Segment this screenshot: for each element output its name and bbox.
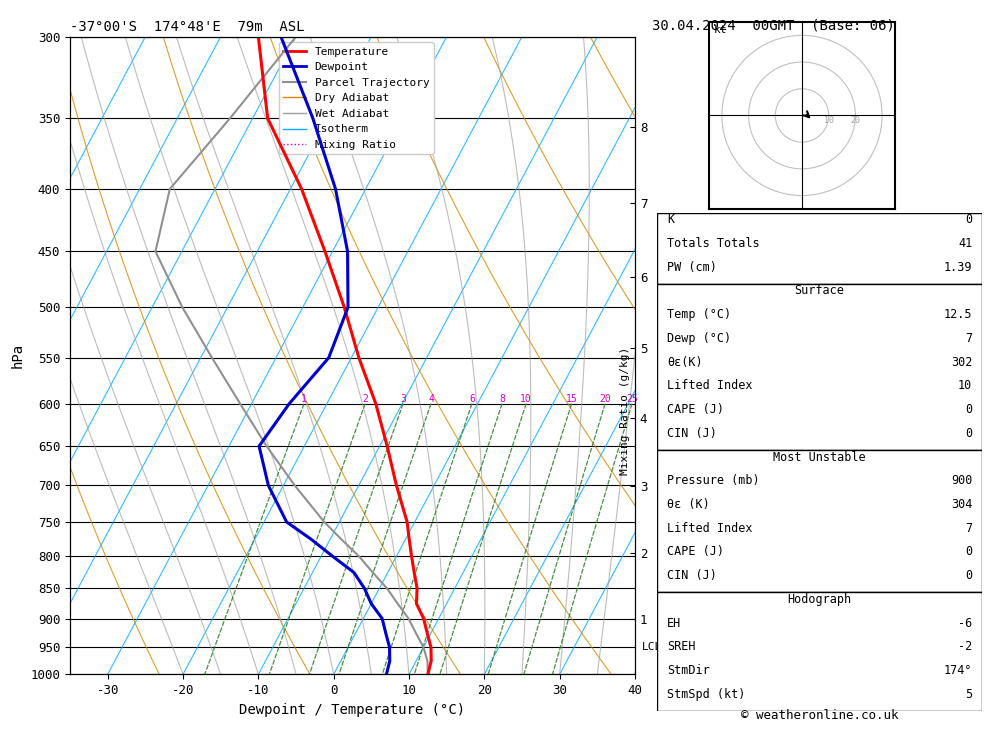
Text: 10: 10 [958, 380, 972, 392]
Legend: Temperature, Dewpoint, Parcel Trajectory, Dry Adiabat, Wet Adiabat, Isotherm, Mi: Temperature, Dewpoint, Parcel Trajectory… [279, 43, 434, 155]
Text: K: K [667, 213, 674, 226]
Text: 3: 3 [400, 394, 406, 404]
Text: EH: EH [667, 616, 681, 630]
Text: CIN (J): CIN (J) [667, 427, 717, 440]
Text: Most Unstable: Most Unstable [773, 451, 866, 463]
Text: 1: 1 [301, 394, 307, 404]
Text: Totals Totals: Totals Totals [667, 237, 759, 250]
Text: 0: 0 [965, 403, 972, 416]
Text: 10: 10 [520, 394, 532, 404]
X-axis label: Dewpoint / Temperature (°C): Dewpoint / Temperature (°C) [239, 703, 466, 717]
Text: 304: 304 [951, 498, 972, 511]
Text: © weatheronline.co.uk: © weatheronline.co.uk [741, 709, 898, 722]
Text: 12.5: 12.5 [944, 308, 972, 321]
Bar [657, 213, 982, 284]
Text: CAPE (J): CAPE (J) [667, 545, 724, 559]
Text: 1.39: 1.39 [944, 261, 972, 273]
Text: 6: 6 [469, 394, 475, 404]
Text: StmSpd (kt): StmSpd (kt) [667, 688, 745, 701]
Text: 0: 0 [965, 545, 972, 559]
Text: 8: 8 [499, 394, 505, 404]
Text: 0: 0 [965, 570, 972, 582]
Text: 900: 900 [951, 474, 972, 487]
Text: 25: 25 [626, 394, 638, 404]
Text: Dewp (°C): Dewp (°C) [667, 332, 731, 345]
Text: -6: -6 [958, 616, 972, 630]
Text: 20: 20 [850, 117, 860, 125]
Text: 10: 10 [824, 117, 834, 125]
Text: SREH: SREH [667, 641, 695, 653]
Text: PW (cm): PW (cm) [667, 261, 717, 273]
Text: Hodograph: Hodograph [787, 593, 852, 606]
Text: 0: 0 [965, 213, 972, 226]
Text: Mixing Ratio (g/kg): Mixing Ratio (g/kg) [620, 347, 630, 474]
Text: 2: 2 [362, 394, 368, 404]
Text: Surface: Surface [795, 284, 844, 298]
Text: 20: 20 [599, 394, 611, 404]
Text: Lifted Index: Lifted Index [667, 522, 752, 535]
Y-axis label: hPa: hPa [11, 343, 25, 368]
Text: 4: 4 [428, 394, 434, 404]
Text: 41: 41 [958, 237, 972, 250]
Text: Pressure (mb): Pressure (mb) [667, 474, 759, 487]
Text: -2: -2 [958, 641, 972, 653]
Text: θε(K): θε(K) [667, 356, 702, 369]
Text: 174°: 174° [944, 664, 972, 677]
Text: Lifted Index: Lifted Index [667, 380, 752, 392]
Text: 7: 7 [965, 522, 972, 535]
Text: StmDir: StmDir [667, 664, 710, 677]
Text: 30.04.2024  00GMT  (Base: 06): 30.04.2024 00GMT (Base: 06) [652, 18, 895, 32]
Text: LCL: LCL [642, 642, 662, 652]
Text: CIN (J): CIN (J) [667, 570, 717, 582]
Text: 7: 7 [965, 332, 972, 345]
Text: kt: kt [714, 25, 727, 34]
Text: 0: 0 [965, 427, 972, 440]
Text: 15: 15 [566, 394, 577, 404]
Text: CAPE (J): CAPE (J) [667, 403, 724, 416]
Bar [657, 284, 982, 450]
Text: Temp (°C): Temp (°C) [667, 308, 731, 321]
Text: -37°00'S  174°48'E  79m  ASL: -37°00'S 174°48'E 79m ASL [70, 20, 304, 34]
Bar [657, 450, 982, 592]
Text: 5: 5 [965, 688, 972, 701]
Bar [657, 592, 982, 711]
Y-axis label: km
ASL: km ASL [664, 356, 686, 383]
Text: θε (K): θε (K) [667, 498, 710, 511]
Text: 302: 302 [951, 356, 972, 369]
